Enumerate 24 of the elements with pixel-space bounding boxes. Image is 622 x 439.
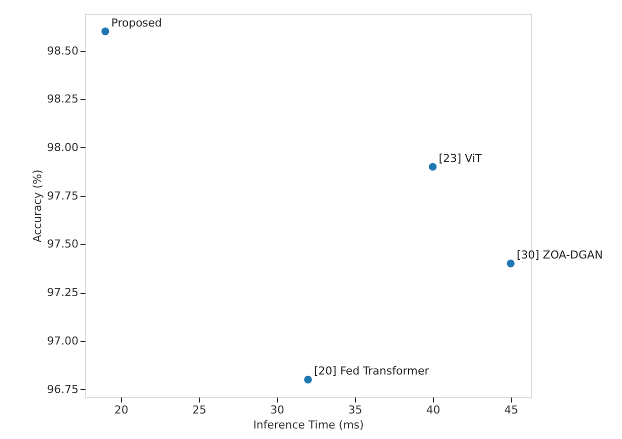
point — [428, 162, 437, 171]
y-tick-label: 97.75 — [47, 189, 78, 202]
point — [304, 376, 312, 384]
y-tick-label: 98.00 — [47, 140, 78, 154]
x-tick-label: 35 — [348, 404, 362, 416]
y-tick-label: 98.25 — [47, 92, 78, 106]
y-tick-label: 97.50 — [47, 238, 78, 251]
y-axis-title: Accuracy (%) — [31, 170, 44, 242]
y-tick-label: 98.50 — [47, 44, 78, 58]
point — [506, 260, 515, 268]
annotation: [20] Fed Transformer — [314, 364, 430, 378]
x-tick-label: 30 — [270, 404, 284, 416]
x-axis-title: Inference Time (ms) — [253, 418, 364, 432]
annotation: [30] ZOA-DGAN — [516, 248, 603, 262]
annotation: [23] ViT — [438, 152, 482, 165]
annotation: Proposed — [111, 16, 162, 30]
y-tick-label: 97.00 — [47, 334, 78, 348]
x-tick-label: 20 — [114, 404, 128, 416]
x-tick-label: 40 — [426, 404, 440, 416]
y-tick-label: 96.75 — [47, 382, 78, 396]
y-tick-label: 97.25 — [47, 286, 78, 300]
x-tick-label: 25 — [192, 404, 206, 416]
point — [101, 28, 110, 36]
x-tick-label: 45 — [504, 404, 518, 416]
